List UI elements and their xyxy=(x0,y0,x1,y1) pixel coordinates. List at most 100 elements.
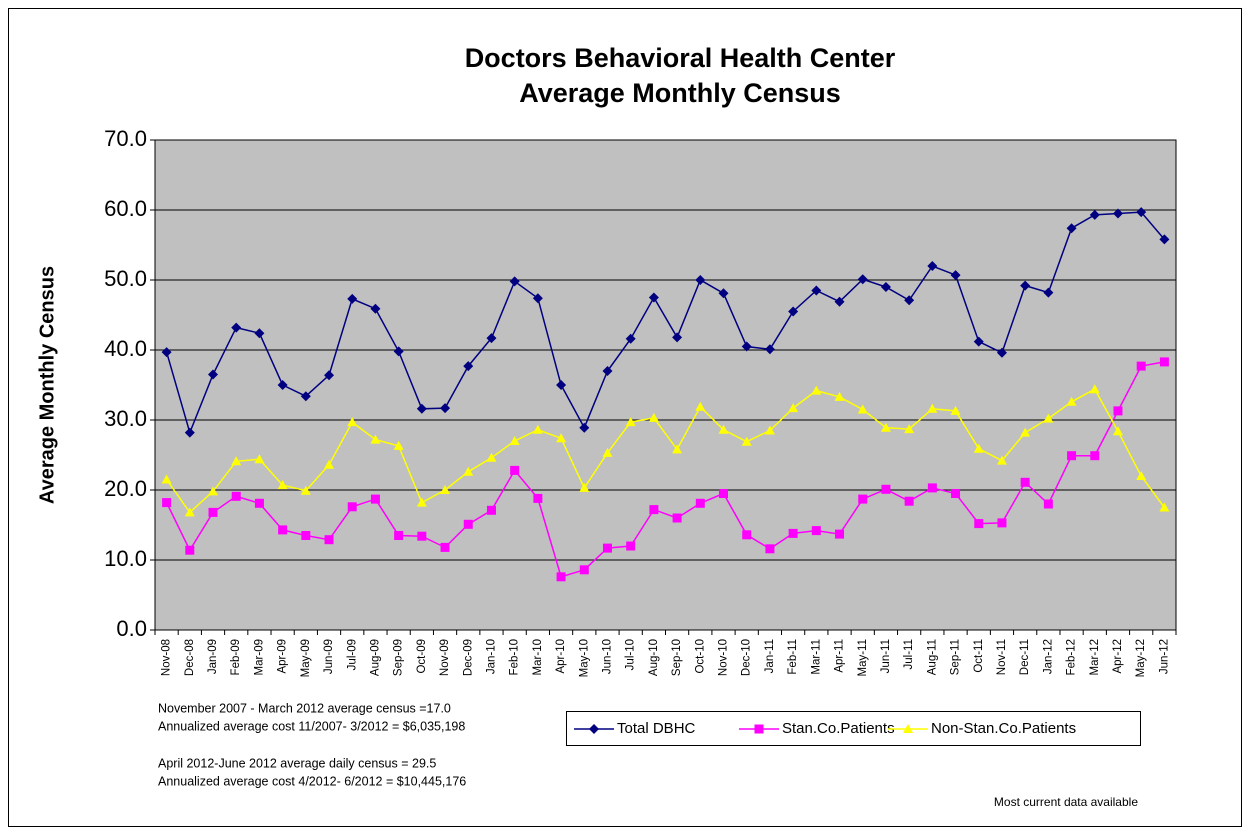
y-tick-label: 0.0 xyxy=(116,616,147,641)
x-tick-label: Nov-09 xyxy=(439,639,451,676)
x-tick-label: Apr-11 xyxy=(834,639,846,673)
point xyxy=(672,513,682,523)
x-tick-label: Apr-10 xyxy=(555,639,567,674)
point xyxy=(672,444,683,454)
x-tick-label: Nov-11 xyxy=(996,639,1008,675)
point xyxy=(950,405,961,415)
x-tick-label: Aug-09 xyxy=(369,639,381,676)
point xyxy=(764,344,775,355)
point xyxy=(788,403,799,413)
point xyxy=(440,403,451,414)
point xyxy=(904,424,915,434)
series-line xyxy=(165,388,1166,514)
x-tick-label: Apr-12 xyxy=(1112,639,1124,674)
x-tick-label: Jun-09 xyxy=(323,639,335,674)
point xyxy=(277,380,288,390)
y-tick-label: 50.0 xyxy=(104,266,147,291)
point xyxy=(835,529,845,539)
point xyxy=(324,370,335,381)
point xyxy=(765,544,775,554)
point xyxy=(416,497,427,507)
point xyxy=(440,485,451,494)
x-tick-label: Feb-09 xyxy=(230,639,242,675)
x-tick-label: Mar-10 xyxy=(532,639,544,675)
point xyxy=(393,440,404,450)
point xyxy=(533,493,543,503)
point xyxy=(486,452,497,462)
point xyxy=(764,425,775,435)
point xyxy=(254,454,265,464)
point xyxy=(602,543,612,553)
point xyxy=(486,333,497,344)
x-tick-label: Jan-09 xyxy=(207,639,219,674)
x-tick-label: Jan-12 xyxy=(1042,639,1054,674)
point xyxy=(347,417,358,427)
point xyxy=(719,489,729,498)
point xyxy=(393,346,404,357)
point xyxy=(996,455,1007,465)
point xyxy=(857,274,868,285)
x-tick-label: Oct-10 xyxy=(694,639,706,674)
point xyxy=(1136,471,1147,480)
point xyxy=(1089,209,1100,220)
point xyxy=(857,404,868,414)
point xyxy=(370,494,380,504)
point xyxy=(1067,451,1077,461)
point xyxy=(1159,357,1169,367)
point xyxy=(997,518,1007,528)
point xyxy=(950,270,961,281)
y-tick-label: 70.0 xyxy=(104,126,147,151)
chart-title: Doctors Behavioral Health Center xyxy=(465,43,896,73)
point xyxy=(602,447,613,457)
point xyxy=(300,485,311,495)
point xyxy=(509,276,520,287)
point xyxy=(788,528,798,538)
point xyxy=(161,474,172,484)
point xyxy=(1112,426,1123,436)
x-tick-label: Mar-09 xyxy=(253,639,265,675)
point xyxy=(278,525,288,535)
point xyxy=(300,391,311,402)
point xyxy=(625,417,636,427)
legend-label: Non-Stan.Co.Patients xyxy=(931,720,1076,737)
x-tick-label: Jul-11 xyxy=(903,639,915,669)
point xyxy=(532,424,543,434)
y-tick-label: 10.0 xyxy=(104,546,147,571)
point xyxy=(1020,427,1031,437)
point xyxy=(811,285,822,296)
point xyxy=(996,347,1007,358)
legend-label: Stan.Co.Patients xyxy=(782,720,895,737)
point xyxy=(858,494,868,504)
point xyxy=(741,341,752,352)
point xyxy=(834,296,845,307)
point xyxy=(904,295,915,306)
point xyxy=(510,465,520,475)
point xyxy=(1066,223,1077,234)
x-tick-label: Aug-10 xyxy=(648,639,660,676)
x-tick-label: Jan-10 xyxy=(485,639,497,674)
point xyxy=(626,541,636,551)
point xyxy=(648,292,659,303)
point xyxy=(718,424,729,434)
point xyxy=(463,361,474,372)
x-tick-label: Jul-10 xyxy=(625,639,637,670)
point xyxy=(834,391,845,401)
x-tick-label: Sep-10 xyxy=(671,639,683,676)
point xyxy=(579,565,589,575)
point xyxy=(1020,280,1031,291)
x-tick-label: Oct-09 xyxy=(416,639,428,674)
legend-marker xyxy=(903,724,913,733)
point xyxy=(1043,287,1054,298)
x-tick-label: May-09 xyxy=(300,639,312,677)
point xyxy=(1136,207,1147,218)
y-tick-label: 60.0 xyxy=(104,196,147,221)
y-axis-label: Average Monthly Census xyxy=(36,266,58,504)
point xyxy=(463,519,473,529)
x-tick-label: Jul-09 xyxy=(346,639,358,670)
annotation: April 2012-June 2012 average daily censu… xyxy=(158,756,436,770)
x-tick-label: Sep-11 xyxy=(950,639,962,675)
point xyxy=(880,282,891,292)
chart-subtitle: Average Monthly Census xyxy=(519,78,841,108)
annotation: Annualized average cost 4/2012- 6/2012 =… xyxy=(158,774,466,788)
